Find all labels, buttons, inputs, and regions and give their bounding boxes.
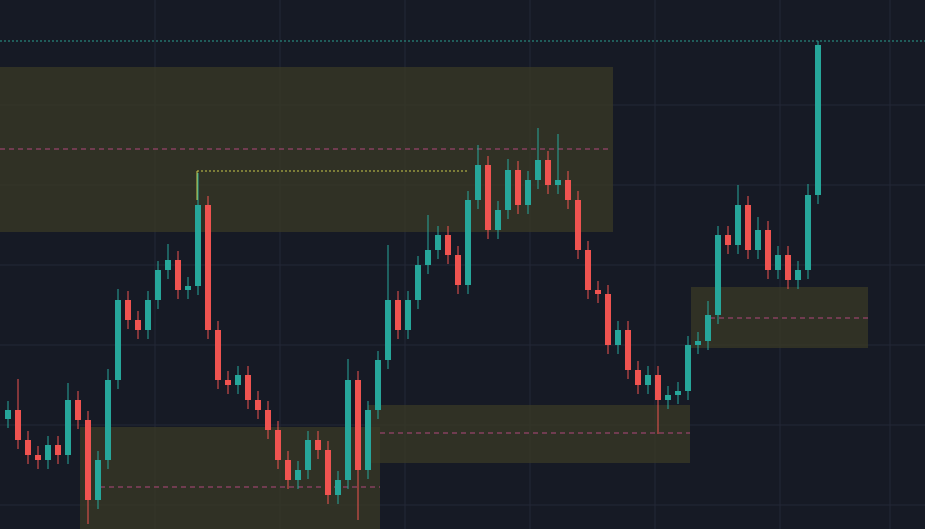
candle-body	[55, 445, 61, 455]
candle-body	[675, 391, 681, 395]
candle-body	[595, 290, 601, 294]
candles	[5, 41, 821, 524]
candle-body	[105, 380, 111, 460]
candle-body	[365, 410, 371, 470]
candle-body	[565, 180, 571, 200]
candle-body	[415, 265, 421, 300]
candle-body	[765, 230, 771, 270]
candle-body	[525, 180, 531, 205]
candle-body	[425, 250, 431, 265]
candle-body	[305, 440, 311, 470]
candle-body	[405, 300, 411, 330]
candle-body	[35, 455, 41, 460]
candle-body	[275, 430, 281, 460]
candle-body	[575, 200, 581, 250]
candle-body	[115, 300, 121, 380]
candle-body	[245, 375, 251, 400]
candle-body	[5, 410, 11, 419]
candle-body	[355, 380, 361, 470]
candle-body	[645, 375, 651, 385]
candle-body	[95, 460, 101, 500]
candle-body	[375, 360, 381, 410]
candle-body	[325, 450, 331, 495]
candle-body	[345, 380, 351, 480]
candle-body	[435, 235, 441, 250]
candle-body	[285, 460, 291, 480]
candle-body	[705, 315, 711, 341]
candle-body	[585, 250, 591, 290]
candle-body	[265, 410, 271, 430]
candle-body	[655, 375, 661, 400]
candle-body	[505, 170, 511, 210]
candle-body	[145, 300, 151, 330]
candle-body	[665, 395, 671, 400]
candle-body	[695, 341, 701, 345]
candle-body	[555, 180, 561, 185]
candle-body	[465, 200, 471, 285]
demand-zone	[368, 405, 690, 463]
candle-body	[175, 260, 181, 290]
candle-body	[215, 330, 221, 380]
candle-body	[395, 300, 401, 330]
candle-body	[485, 165, 491, 230]
candle-body	[205, 205, 211, 330]
candle-body	[545, 160, 551, 185]
candle-body	[615, 330, 621, 345]
candle-body	[795, 270, 801, 280]
candle-body	[745, 205, 751, 250]
candle-body	[385, 300, 391, 360]
candle-body	[605, 294, 611, 345]
candle-body	[755, 230, 761, 250]
candle-body	[785, 255, 791, 280]
candle-body	[75, 400, 81, 420]
zones	[0, 67, 868, 529]
candle-body	[805, 195, 811, 270]
candle-body	[255, 400, 261, 410]
candle-body	[45, 445, 51, 460]
candle-body	[725, 235, 731, 245]
candle-body	[775, 255, 781, 270]
candle-body	[65, 400, 71, 455]
candle-body	[625, 330, 631, 370]
candle-body	[495, 210, 501, 230]
candle-body	[685, 345, 691, 391]
candle-body	[455, 255, 461, 285]
candle-body	[715, 235, 721, 315]
candle-body	[515, 170, 521, 205]
candle-body	[25, 440, 31, 455]
candle-body	[335, 480, 341, 495]
candle-body	[15, 410, 21, 440]
candle-body	[185, 286, 191, 290]
candle-body	[195, 205, 201, 286]
candle-body	[235, 375, 241, 385]
candle-body	[475, 165, 481, 200]
candle-body	[295, 470, 301, 480]
candle-body	[85, 420, 91, 500]
candle-body	[225, 380, 231, 385]
candle-body	[445, 235, 451, 255]
candle-body	[635, 370, 641, 385]
candle-body	[535, 160, 541, 180]
candle-body	[135, 320, 141, 330]
candle-body	[155, 270, 161, 300]
candle-body	[165, 260, 171, 270]
demand-zone	[80, 427, 380, 529]
candle-body	[315, 440, 321, 450]
candle-body	[735, 205, 741, 245]
candle-body	[125, 300, 131, 320]
candle-body	[815, 45, 821, 195]
